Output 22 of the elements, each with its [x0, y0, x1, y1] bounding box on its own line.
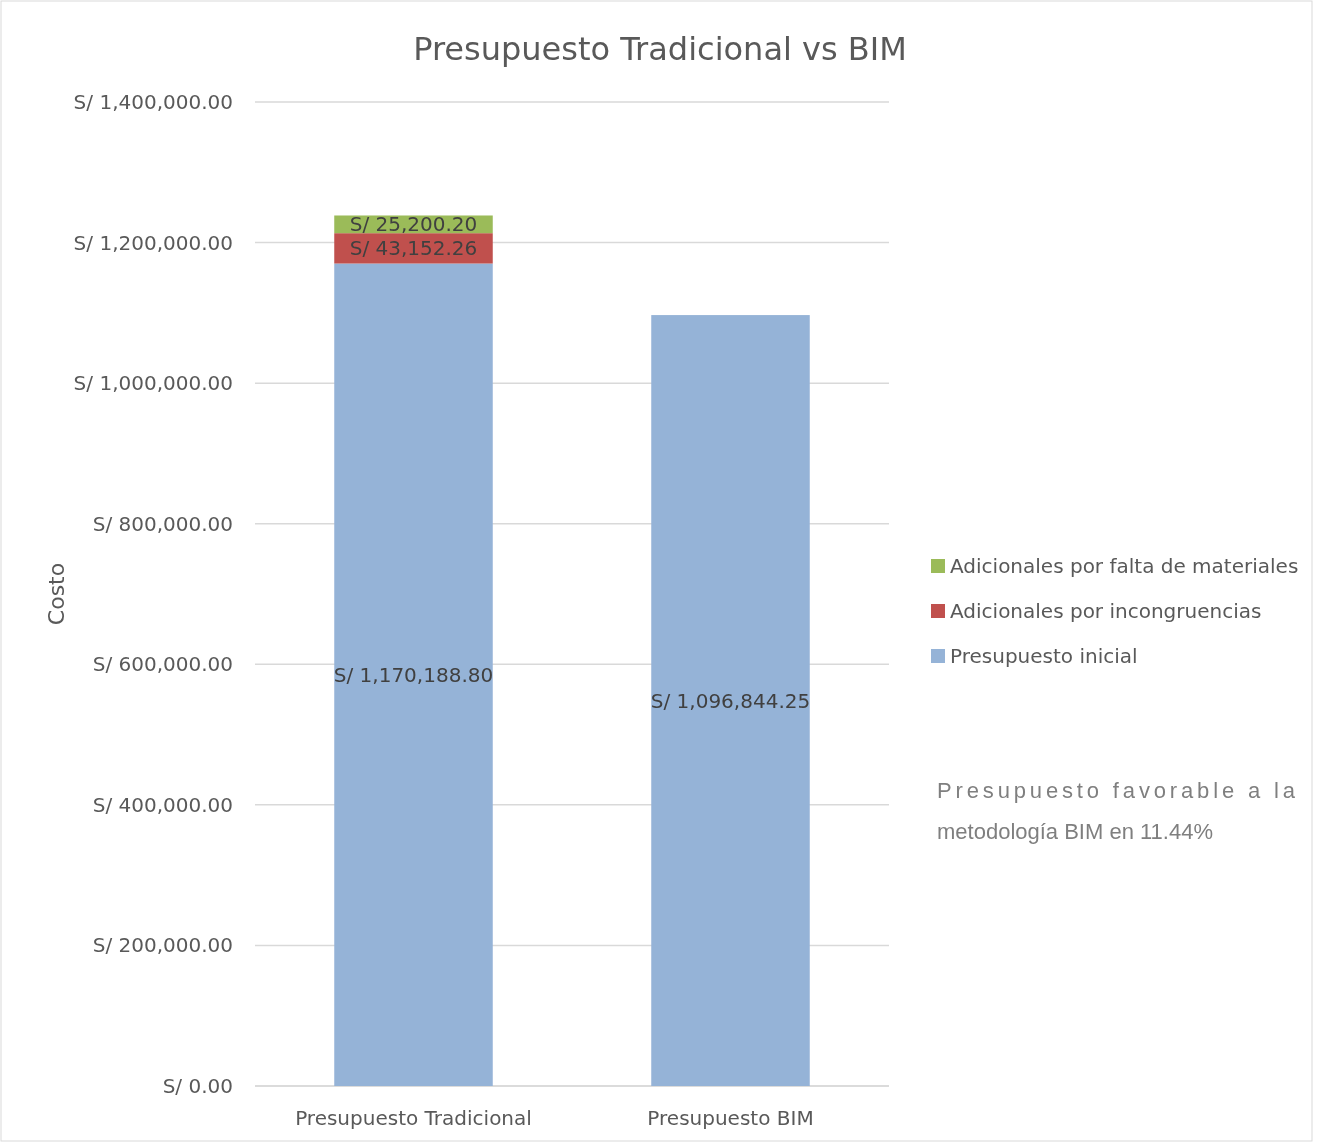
y-tick-label: S/ 400,000.00	[92, 792, 233, 817]
data-label: S/ 1,096,844.25	[650, 688, 811, 713]
y-tick-label: S/ 1,000,000.00	[73, 371, 233, 396]
y-tick-label: S/ 800,000.00	[92, 511, 233, 536]
bar	[651, 315, 810, 1086]
y-tick-label: S/ 1,200,000.00	[73, 230, 233, 255]
y-axis-title: Costo	[44, 562, 69, 626]
text: Presupuesto favorable a la metodología BIM en 11.44%	[937, 778, 1296, 844]
y-tick-label: S/ 200,000.00	[92, 933, 233, 958]
x-tick-label: Presupuesto BIM	[647, 1106, 814, 1130]
y-tick-label: S/ 600,000.00	[92, 652, 233, 677]
legend-label: Adicionales por falta de materiales	[950, 554, 1299, 578]
y-tick-label: S/ 0.00	[162, 1074, 233, 1098]
bar	[334, 263, 493, 1086]
data-label: S/ 43,152.26	[349, 236, 478, 261]
y-tick-label: S/ 1,400,000.00	[73, 90, 233, 114]
data-label: S/ 25,200.20	[349, 212, 478, 237]
data-label: S/ 1,170,188.80	[333, 662, 494, 687]
legend-label: Presupuesto inicial	[950, 644, 1138, 668]
x-tick-label: Presupuesto Tradicional	[295, 1106, 532, 1130]
chart-title: Presupuesto Tradicional vs BIM	[413, 30, 907, 68]
legend-label: Adicionales por incongruencias	[950, 599, 1262, 623]
